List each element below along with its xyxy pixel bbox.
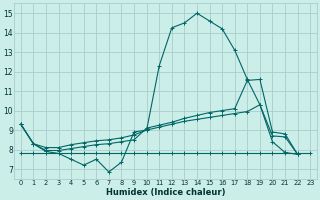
X-axis label: Humidex (Indice chaleur): Humidex (Indice chaleur) bbox=[106, 188, 225, 197]
